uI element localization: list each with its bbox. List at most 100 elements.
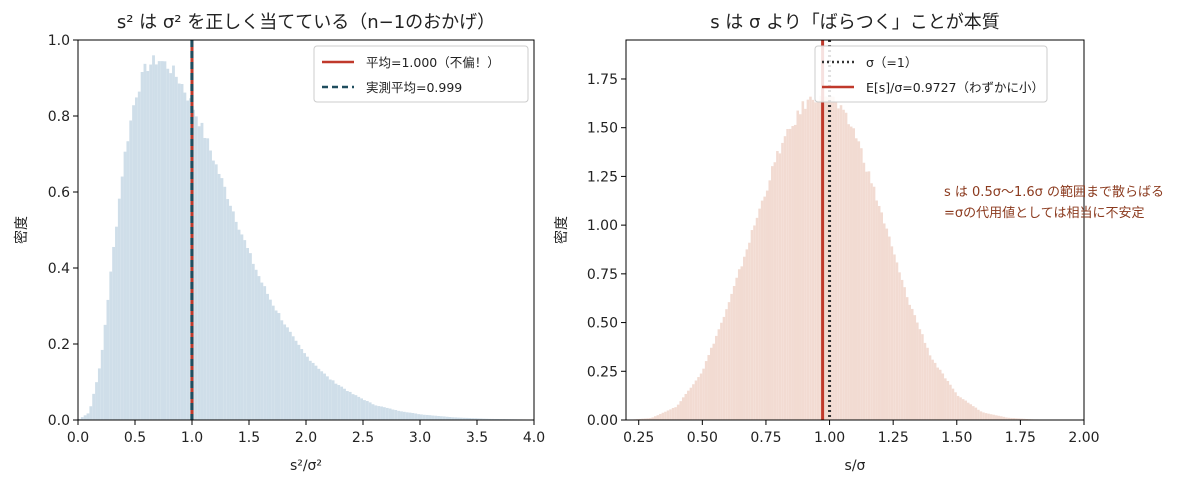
histogram-bar xyxy=(766,191,769,420)
histogram-bar xyxy=(802,101,805,420)
histogram-bar xyxy=(161,61,164,420)
histogram-bar xyxy=(669,409,672,420)
histogram-bar xyxy=(677,405,680,420)
histogram-bar xyxy=(863,163,866,420)
histogram-bar xyxy=(297,345,300,420)
y-tick-label: 1.50 xyxy=(587,121,618,137)
histogram-bar xyxy=(659,414,662,420)
histogram-bar xyxy=(129,121,132,420)
histogram-bar xyxy=(896,262,899,420)
histogram-bar xyxy=(997,416,1000,420)
histogram-bar xyxy=(414,413,417,420)
histogram-bar xyxy=(847,124,850,420)
histogram-bar xyxy=(1000,416,1003,420)
histogram-bar xyxy=(990,414,993,420)
histogram-bar xyxy=(326,376,329,420)
histogram-bar xyxy=(360,398,363,420)
histogram-bar xyxy=(794,125,797,420)
left-x-label: s²/σ² xyxy=(290,458,322,474)
histogram-bar xyxy=(104,325,107,420)
histogram-bar xyxy=(939,370,942,420)
x-tick-label: 1.50 xyxy=(941,430,972,446)
histogram-bar xyxy=(702,369,705,420)
histogram-bar xyxy=(417,414,420,420)
histogram-bar xyxy=(845,113,848,420)
histogram-bar xyxy=(713,344,716,420)
histogram-bar xyxy=(758,209,761,420)
histogram-bar xyxy=(875,201,878,420)
histogram-bar xyxy=(690,388,693,420)
histogram-bar xyxy=(172,66,175,420)
histogram-bar xyxy=(929,355,932,420)
histogram-bar xyxy=(98,368,101,420)
histogram-bar xyxy=(386,408,389,420)
histogram-bar xyxy=(354,395,357,420)
histogram-bar xyxy=(908,305,911,420)
histogram-bar xyxy=(664,412,667,420)
histogram-bar xyxy=(349,392,352,420)
right-legend-es-label: E[s]/σ=0.9727（わずかに小） xyxy=(866,80,1044,95)
histogram-bar xyxy=(901,280,904,420)
y-tick-label: 0.2 xyxy=(48,337,70,353)
histogram-bar xyxy=(275,310,278,420)
histogram-bar xyxy=(697,377,700,420)
histogram-bar xyxy=(403,412,406,420)
histogram-bar xyxy=(992,415,995,420)
histogram-bar xyxy=(409,413,412,420)
left-legend-mean-label: 平均=1.000（不偏！） xyxy=(366,55,500,70)
histogram-bar xyxy=(434,416,437,420)
histogram-bar xyxy=(873,187,876,420)
histogram-bar xyxy=(741,266,744,420)
histogram-bar xyxy=(789,129,792,420)
y-tick-label: 0.00 xyxy=(587,413,618,429)
x-tick-label: 1.75 xyxy=(1005,430,1036,446)
histogram-bar xyxy=(916,323,919,420)
histogram-bar xyxy=(323,374,326,420)
histogram-bar xyxy=(289,332,292,420)
right-y-ticks: 0.000.250.500.751.001.251.501.75 xyxy=(587,72,626,429)
histogram-bar xyxy=(852,128,855,420)
histogram-bar xyxy=(440,416,443,420)
histogram-bar xyxy=(936,368,939,420)
histogram-bar xyxy=(209,151,212,420)
histogram-bar xyxy=(977,410,980,420)
histogram-bar xyxy=(987,414,990,420)
right-x-label: s/σ xyxy=(845,458,866,474)
histogram-bar xyxy=(756,218,759,420)
histogram-bar xyxy=(112,247,115,420)
histogram-bar xyxy=(771,166,774,420)
right-legend-sigma-label: σ（=1） xyxy=(866,55,917,70)
left-histogram-bars xyxy=(78,55,534,420)
histogram-bar xyxy=(240,234,243,420)
histogram-bar xyxy=(158,61,161,420)
histogram-bar xyxy=(944,378,947,420)
histogram-bar xyxy=(115,227,118,420)
histogram-bar xyxy=(761,201,764,420)
histogram-bar xyxy=(949,385,952,420)
histogram-bar xyxy=(397,411,400,420)
histogram-bar xyxy=(692,384,695,420)
x-tick-label: 1.00 xyxy=(814,430,845,446)
histogram-bar xyxy=(166,69,169,420)
histogram-bar xyxy=(738,269,741,420)
histogram-bar xyxy=(121,177,124,420)
histogram-bar xyxy=(252,264,255,420)
histogram-bar xyxy=(260,283,263,420)
histogram-bar xyxy=(720,323,723,420)
histogram-bar xyxy=(700,374,703,420)
histogram-bar xyxy=(258,276,261,420)
histogram-bar xyxy=(921,334,924,420)
histogram-bar xyxy=(181,84,184,420)
histogram-bar xyxy=(352,394,355,420)
histogram-bar xyxy=(255,270,258,420)
histogram-bar xyxy=(411,413,414,420)
histogram-bar xyxy=(286,327,289,420)
histogram-bar xyxy=(906,297,909,420)
histogram-bar xyxy=(198,126,201,420)
histogram-bar xyxy=(443,416,446,420)
histogram-bar xyxy=(728,302,731,420)
histogram-bar xyxy=(278,313,281,420)
histogram-bar xyxy=(657,415,660,420)
